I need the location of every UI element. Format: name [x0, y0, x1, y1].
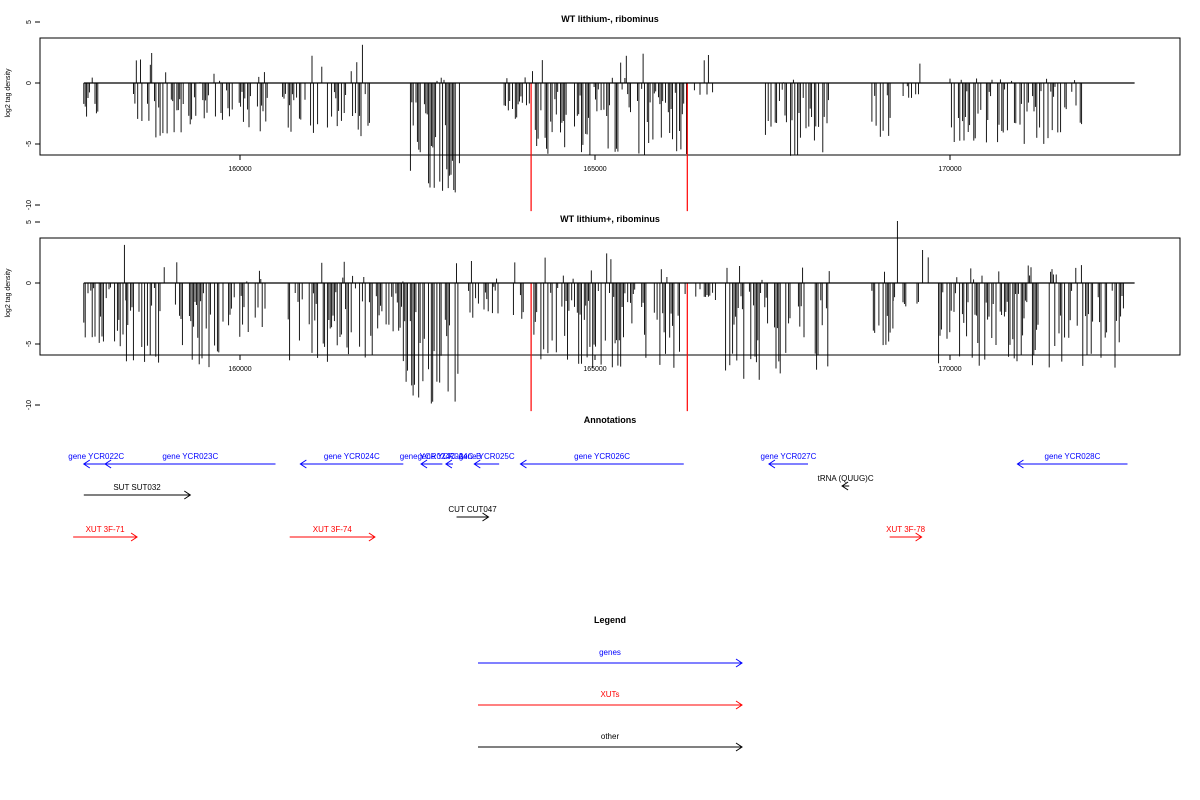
feature-arrowhead: [420, 459, 428, 469]
panel2-xtick-label: 165000: [583, 366, 606, 373]
feature-arrowhead: [368, 532, 376, 542]
feature-label: gene YCR026C: [574, 452, 630, 461]
feature-arrowhead: [915, 532, 923, 542]
feature-label: XUT 3F-71: [86, 525, 126, 534]
feature-label: gene YCR022C: [68, 452, 124, 461]
legend-arrowhead: [735, 700, 743, 710]
feature-arrowhead: [841, 481, 849, 491]
legend-label: other: [601, 732, 620, 741]
feature-label: SUT SUT032: [113, 483, 161, 492]
feature-label: XUT 3F-78: [886, 525, 926, 534]
panel2-frame: [39, 237, 1181, 356]
feature-arrowhead: [299, 459, 307, 469]
panel1-ytick-label: 5: [26, 20, 33, 24]
feature-arrowhead: [473, 459, 481, 469]
panel1-bars: [83, 44, 1083, 193]
panel1-xtick-label: 165000: [583, 166, 606, 173]
feature-arrowhead: [482, 512, 490, 522]
panel1-ytick-label: -10: [26, 200, 33, 210]
feature-label: gene YCR024C-A: [400, 452, 465, 461]
feature-label: gene YCR024C: [324, 452, 380, 461]
legend-arrowhead: [735, 658, 743, 668]
panel2-ytick-label: -5: [26, 341, 33, 347]
panel1-ytick-label: 0: [26, 81, 33, 85]
panel2-ytick-label: 0: [26, 281, 33, 285]
feature-label: XUT 3F-74: [313, 525, 353, 534]
feature-arrowhead: [1016, 459, 1024, 469]
panel1-xtick-label: 170000: [938, 166, 961, 173]
panel2-title: WT lithium+, ribominus: [560, 214, 660, 224]
panel1-title: WT lithium-, ribominus: [561, 14, 659, 24]
feature-arrowhead: [82, 459, 91, 469]
feature-label: gene YCR028C: [1045, 452, 1101, 461]
panel2-bars: [83, 221, 1124, 404]
panel2-xtick-label: 170000: [938, 366, 961, 373]
legend-label: genes: [599, 648, 621, 657]
panel2-ytick-label: 5: [26, 220, 33, 224]
feature-arrowhead: [444, 459, 453, 469]
panel1-ytick-label: -5: [26, 141, 33, 147]
panel1-xtick-label: 160000: [228, 166, 251, 173]
panel1-ylabel: log2 tag density: [5, 68, 12, 118]
legend-label: XUTs: [600, 690, 619, 699]
feature-label: gene YCR024C-B: [418, 452, 482, 461]
panel1-frame: [39, 37, 1181, 156]
feature-label: gene YCR027C: [761, 452, 817, 461]
feature-arrowhead: [519, 459, 527, 469]
feature-label: tRNA (QUUG)C: [818, 474, 874, 483]
feature-arrowhead: [184, 490, 192, 500]
feature-arrowhead: [104, 459, 112, 469]
panel2-xtick-label: 160000: [228, 366, 251, 373]
annotations-title: Annotations: [584, 415, 637, 425]
legend-title: Legend: [594, 615, 626, 625]
panel2-ylabel: log2 tag density: [5, 268, 12, 318]
feature-arrowhead: [768, 459, 776, 469]
panel2-ytick-label: -10: [26, 400, 33, 410]
feature-label: CUT CUT047: [448, 505, 497, 514]
feature-label: gene YCR025C: [459, 452, 515, 461]
feature-arrowhead: [130, 532, 138, 542]
feature-label: gene YCR023C: [162, 452, 218, 461]
legend-arrowhead: [735, 742, 743, 752]
